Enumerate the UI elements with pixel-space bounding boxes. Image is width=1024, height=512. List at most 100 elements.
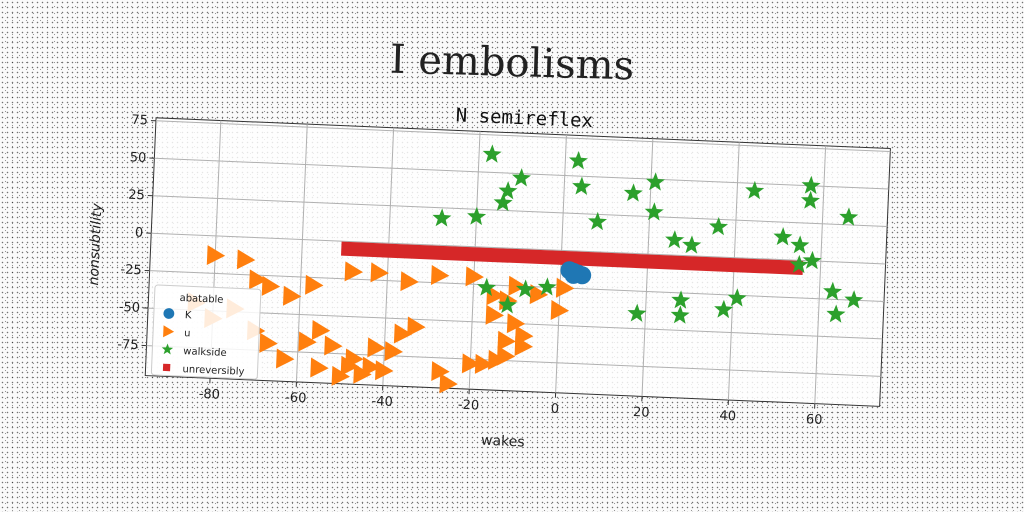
data-point-u bbox=[298, 331, 317, 352]
x-tick-label: 40 bbox=[719, 409, 736, 425]
x-tick-label: 20 bbox=[633, 405, 650, 421]
data-point-walkside bbox=[844, 290, 864, 309]
x-tick-label: 0 bbox=[550, 402, 559, 417]
x-tick-label: -40 bbox=[371, 394, 393, 410]
data-point-u bbox=[506, 313, 526, 334]
data-point-walkside bbox=[511, 168, 531, 187]
data-point-u bbox=[486, 285, 505, 306]
y-grid-line bbox=[146, 345, 881, 377]
data-point-walkside bbox=[745, 180, 765, 200]
legend-title: abatable bbox=[179, 293, 223, 306]
data-point-walkside bbox=[682, 235, 702, 254]
y-grid-line bbox=[151, 232, 886, 265]
data-point-walkside bbox=[627, 303, 647, 322]
data-point-u bbox=[508, 275, 527, 296]
data-point-u bbox=[461, 353, 481, 374]
data-point-walkside bbox=[839, 207, 859, 226]
data-point-u bbox=[362, 356, 381, 377]
data-point-u bbox=[430, 264, 450, 285]
data-point-walkside bbox=[709, 216, 729, 236]
data-point-u bbox=[439, 373, 458, 394]
data-point-walkside bbox=[482, 144, 502, 163]
data-point-walkside bbox=[644, 202, 664, 221]
data-point-u bbox=[344, 261, 363, 282]
data-point-walkside bbox=[714, 299, 734, 319]
chart-title: N semireflex bbox=[455, 104, 593, 132]
data-point-u bbox=[485, 304, 504, 325]
data-point-u bbox=[370, 262, 389, 283]
data-point-walkside bbox=[572, 176, 592, 196]
data-point-u bbox=[367, 337, 386, 358]
data-point-walkside bbox=[727, 288, 747, 307]
data-point-u bbox=[331, 365, 350, 386]
data-point-walkside bbox=[568, 151, 588, 170]
data-point-u bbox=[276, 348, 295, 369]
legend-marker-K bbox=[163, 308, 175, 319]
legend-label: K bbox=[185, 310, 192, 321]
data-marks bbox=[187, 144, 864, 394]
data-point-walkside bbox=[588, 211, 608, 231]
data-point-u bbox=[550, 300, 570, 320]
legend-label: walkside bbox=[183, 346, 227, 359]
data-point-u bbox=[514, 336, 533, 357]
data-point-u bbox=[324, 335, 343, 356]
legend-label: unreversibly bbox=[182, 364, 244, 378]
data-point-u bbox=[305, 274, 324, 295]
data-point-u bbox=[400, 271, 419, 292]
legend-marker-walkside bbox=[161, 343, 174, 355]
data-point-walkside bbox=[789, 254, 809, 274]
data-point-u bbox=[282, 285, 302, 306]
data-point-walkside bbox=[671, 290, 691, 309]
data-point-u bbox=[407, 316, 426, 337]
y-tick-label: 50 bbox=[130, 150, 147, 166]
data-point-walkside bbox=[477, 277, 497, 297]
data-point-u bbox=[465, 266, 484, 287]
data-point-u bbox=[431, 361, 450, 382]
data-point-walkside bbox=[432, 208, 452, 227]
data-point-u bbox=[206, 245, 226, 266]
data-point-u bbox=[236, 249, 256, 270]
legend-box bbox=[150, 284, 262, 380]
y-tick-label: -25 bbox=[120, 262, 142, 278]
data-point-u bbox=[384, 341, 403, 362]
data-point-K bbox=[564, 265, 583, 284]
y-grid-line bbox=[152, 195, 888, 228]
legend-marker-unreversibly bbox=[162, 363, 171, 372]
data-point-walkside bbox=[623, 183, 643, 202]
x-tick-label: 60 bbox=[806, 412, 823, 428]
data-point-walkside bbox=[801, 175, 821, 195]
data-point-u bbox=[497, 330, 516, 351]
y-tick-label: 0 bbox=[135, 226, 144, 241]
legend: abatable Ku walkside unreversibly bbox=[150, 284, 262, 380]
data-point-walkside bbox=[665, 230, 685, 249]
data-point-walkside bbox=[645, 172, 665, 191]
x-tick-label: -60 bbox=[285, 390, 307, 406]
data-point-walkside bbox=[800, 190, 820, 210]
data-point-u bbox=[375, 360, 394, 381]
x-tick-label: -20 bbox=[458, 398, 480, 414]
x-grid-line bbox=[814, 145, 827, 404]
data-point-u bbox=[393, 323, 413, 344]
y-tick-label: -50 bbox=[119, 300, 141, 316]
x-grid-line bbox=[295, 124, 308, 382]
y-grid-line bbox=[155, 120, 891, 153]
data-point-walkside bbox=[773, 227, 793, 246]
y-tick-label: -75 bbox=[117, 337, 139, 353]
data-point-u bbox=[345, 348, 364, 369]
data-point-u bbox=[311, 320, 331, 341]
y-tick-label: 25 bbox=[128, 188, 145, 204]
x-tick-label: -80 bbox=[198, 387, 220, 403]
data-point-u bbox=[474, 353, 494, 374]
data-point-walkside bbox=[790, 235, 810, 254]
data-point-u bbox=[259, 332, 278, 353]
legend-marker-u bbox=[163, 325, 175, 338]
y-axis-label: nonsubtility bbox=[86, 202, 105, 286]
data-point-walkside bbox=[537, 277, 557, 296]
data-point-walkside bbox=[826, 304, 846, 323]
data-point-walkside bbox=[515, 279, 536, 298]
data-point-walkside bbox=[823, 281, 843, 301]
legend-label: u bbox=[184, 328, 191, 339]
series-unreversibly-band bbox=[341, 241, 804, 276]
data-point-walkside bbox=[497, 295, 518, 314]
